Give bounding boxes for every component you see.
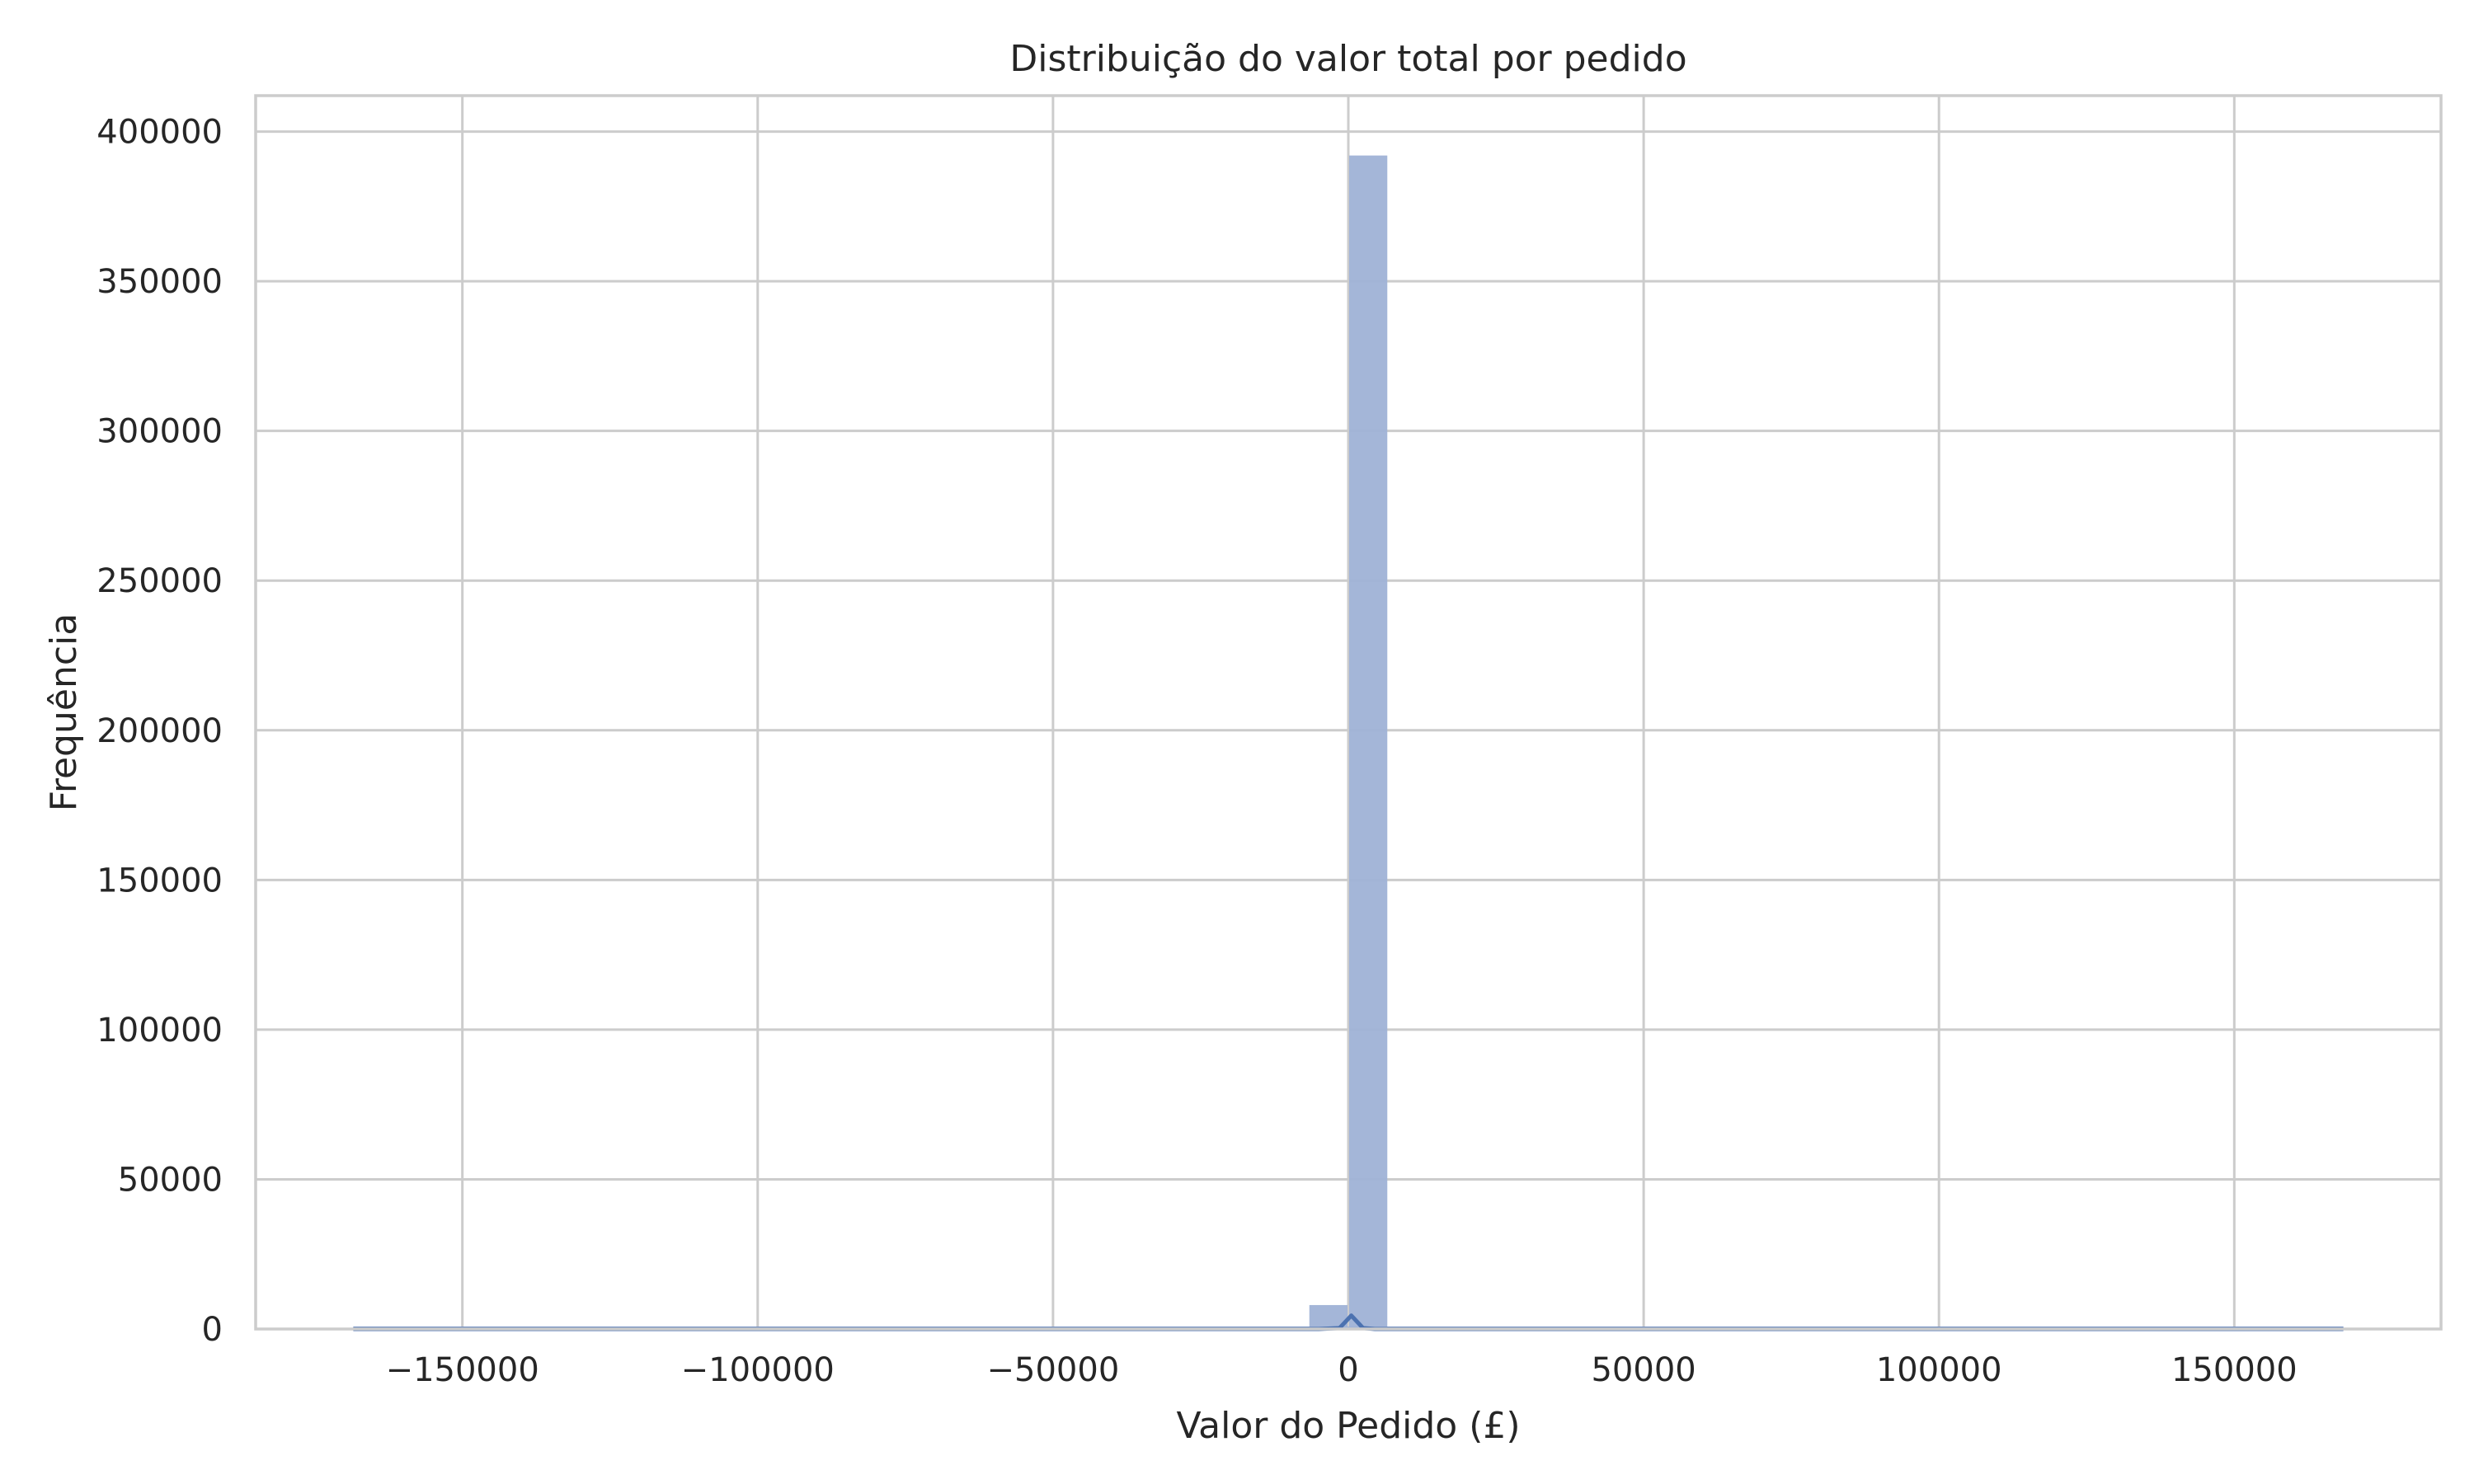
y-tick-label: 150000	[96, 862, 223, 899]
y-tick-label: 100000	[96, 1012, 223, 1050]
x-tick-label: 100000	[1876, 1351, 2002, 1389]
x-tick-label: −150000	[386, 1351, 539, 1389]
y-tick-label: 300000	[96, 413, 223, 451]
x-tick-label: −100000	[681, 1351, 835, 1389]
x-tick-labels: −150000 −100000 −50000 0 50000 100000 150000	[386, 1351, 2298, 1389]
histogram-bar	[1349, 155, 1388, 1330]
x-tick-label: 50000	[1591, 1351, 1696, 1389]
grid-layer	[256, 96, 2441, 1331]
y-tick-label: 350000	[96, 263, 223, 301]
plot-frame	[254, 94, 2443, 1331]
y-tick-label: 0	[202, 1311, 223, 1349]
x-axis-label: Valor do Pedido (£)	[1176, 1405, 1520, 1447]
y-tick-label: 200000	[96, 712, 223, 750]
x-tick-label: 0	[1338, 1351, 1358, 1389]
x-tick-label: 150000	[2171, 1351, 2298, 1389]
y-tick-label: 50000	[118, 1161, 223, 1199]
y-tick-label: 250000	[96, 562, 223, 600]
chart-title: Distribuição do valor total por pedido	[1009, 38, 1686, 80]
x-tick-label: −50000	[987, 1351, 1120, 1389]
y-tick-label: 400000	[96, 114, 223, 152]
y-tick-labels: 0 50000 100000 150000 200000 250000 300000 3500…	[96, 114, 223, 1349]
y-axis-label: Frequência	[43, 613, 85, 811]
